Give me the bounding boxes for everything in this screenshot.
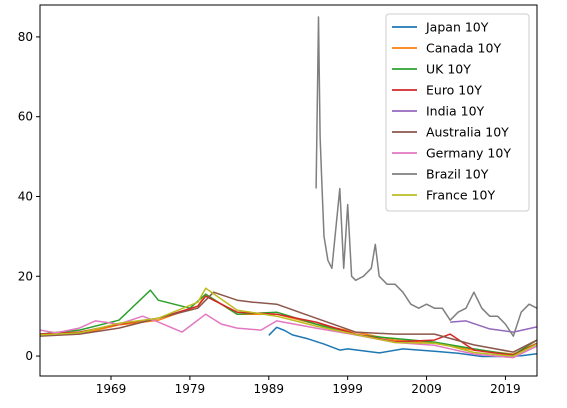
legend-label: Australia 10Y — [426, 125, 509, 140]
series-line-france-10y — [40, 287, 537, 357]
legend-label: Brazil 10Y — [426, 167, 489, 182]
y-tick-label: 80 — [18, 30, 33, 44]
series-line-uk-10y — [40, 289, 537, 356]
series-line-australia-10y — [40, 291, 537, 353]
y-tick-label: 20 — [18, 269, 33, 283]
x-tick-label: 1979 — [175, 382, 206, 396]
series-line-brazil-10y — [315, 16, 537, 337]
legend-label: UK 10Y — [426, 62, 471, 77]
x-tick-label: 2009 — [411, 382, 442, 396]
legend-label: Japan 10Y — [425, 20, 489, 35]
series-line-india-10y — [450, 320, 537, 333]
plot-frame — [39, 4, 538, 377]
legend: Japan 10Y Canada 10Y UK 10Y Euro 10Y India 1… — [385, 13, 530, 212]
legend-label: Canada 10Y — [426, 41, 501, 56]
x-tick-label: 1969 — [96, 382, 127, 396]
x-tick-label: 1989 — [254, 382, 285, 396]
legend-label: France 10Y — [426, 188, 495, 203]
legend-label: Germany 10Y — [426, 146, 511, 161]
legend-label: India 10Y — [426, 104, 485, 119]
x-tick-label: 2019 — [490, 382, 521, 396]
y-tick-label: 60 — [18, 110, 33, 124]
legend-label: Euro 10Y — [426, 83, 482, 98]
y-tick-label: 40 — [18, 189, 33, 203]
axes: 1969 1979 1989 1999 2009 2019 0 20 40 60 80 — [18, 4, 538, 396]
legend-box — [385, 13, 530, 212]
x-tick-label: 1999 — [332, 382, 363, 396]
series-line-germany-10y — [40, 313, 537, 359]
series-lines — [40, 16, 537, 359]
y-tick-label: 0 — [25, 349, 33, 363]
